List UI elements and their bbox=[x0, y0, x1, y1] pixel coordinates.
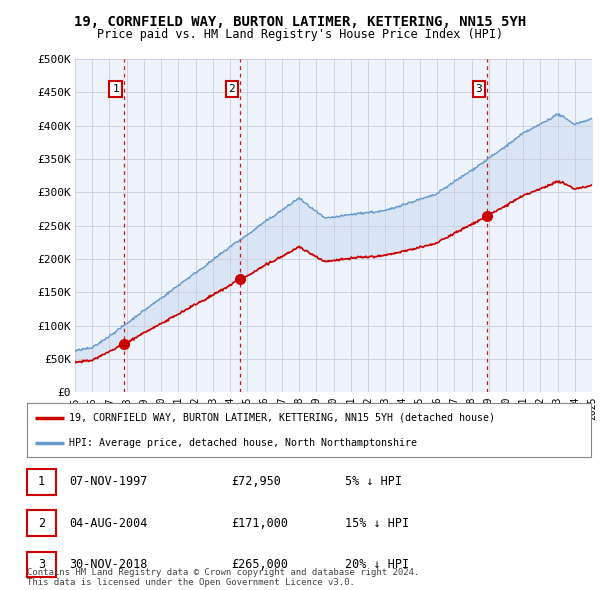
Text: 5% ↓ HPI: 5% ↓ HPI bbox=[345, 476, 402, 489]
Text: HPI: Average price, detached house, North Northamptonshire: HPI: Average price, detached house, Nort… bbox=[70, 438, 418, 448]
Text: 3: 3 bbox=[475, 84, 482, 94]
Text: 15% ↓ HPI: 15% ↓ HPI bbox=[345, 517, 409, 530]
Text: 04-AUG-2004: 04-AUG-2004 bbox=[69, 517, 148, 530]
Text: 19, CORNFIELD WAY, BURTON LATIMER, KETTERING, NN15 5YH (detached house): 19, CORNFIELD WAY, BURTON LATIMER, KETTE… bbox=[70, 412, 496, 422]
Text: 30-NOV-2018: 30-NOV-2018 bbox=[69, 558, 148, 571]
Text: 2: 2 bbox=[229, 84, 235, 94]
Text: 07-NOV-1997: 07-NOV-1997 bbox=[69, 476, 148, 489]
Text: £171,000: £171,000 bbox=[231, 517, 288, 530]
Text: Contains HM Land Registry data © Crown copyright and database right 2024.: Contains HM Land Registry data © Crown c… bbox=[27, 568, 419, 577]
Text: £72,950: £72,950 bbox=[231, 476, 281, 489]
Text: 3: 3 bbox=[38, 558, 45, 571]
Text: 1: 1 bbox=[38, 476, 45, 489]
Text: 1: 1 bbox=[112, 84, 119, 94]
Text: 20% ↓ HPI: 20% ↓ HPI bbox=[345, 558, 409, 571]
Text: This data is licensed under the Open Government Licence v3.0.: This data is licensed under the Open Gov… bbox=[27, 578, 355, 588]
Text: Price paid vs. HM Land Registry's House Price Index (HPI): Price paid vs. HM Land Registry's House … bbox=[97, 28, 503, 41]
Text: 19, CORNFIELD WAY, BURTON LATIMER, KETTERING, NN15 5YH: 19, CORNFIELD WAY, BURTON LATIMER, KETTE… bbox=[74, 15, 526, 29]
Text: £265,000: £265,000 bbox=[231, 558, 288, 571]
Text: 2: 2 bbox=[38, 517, 45, 530]
